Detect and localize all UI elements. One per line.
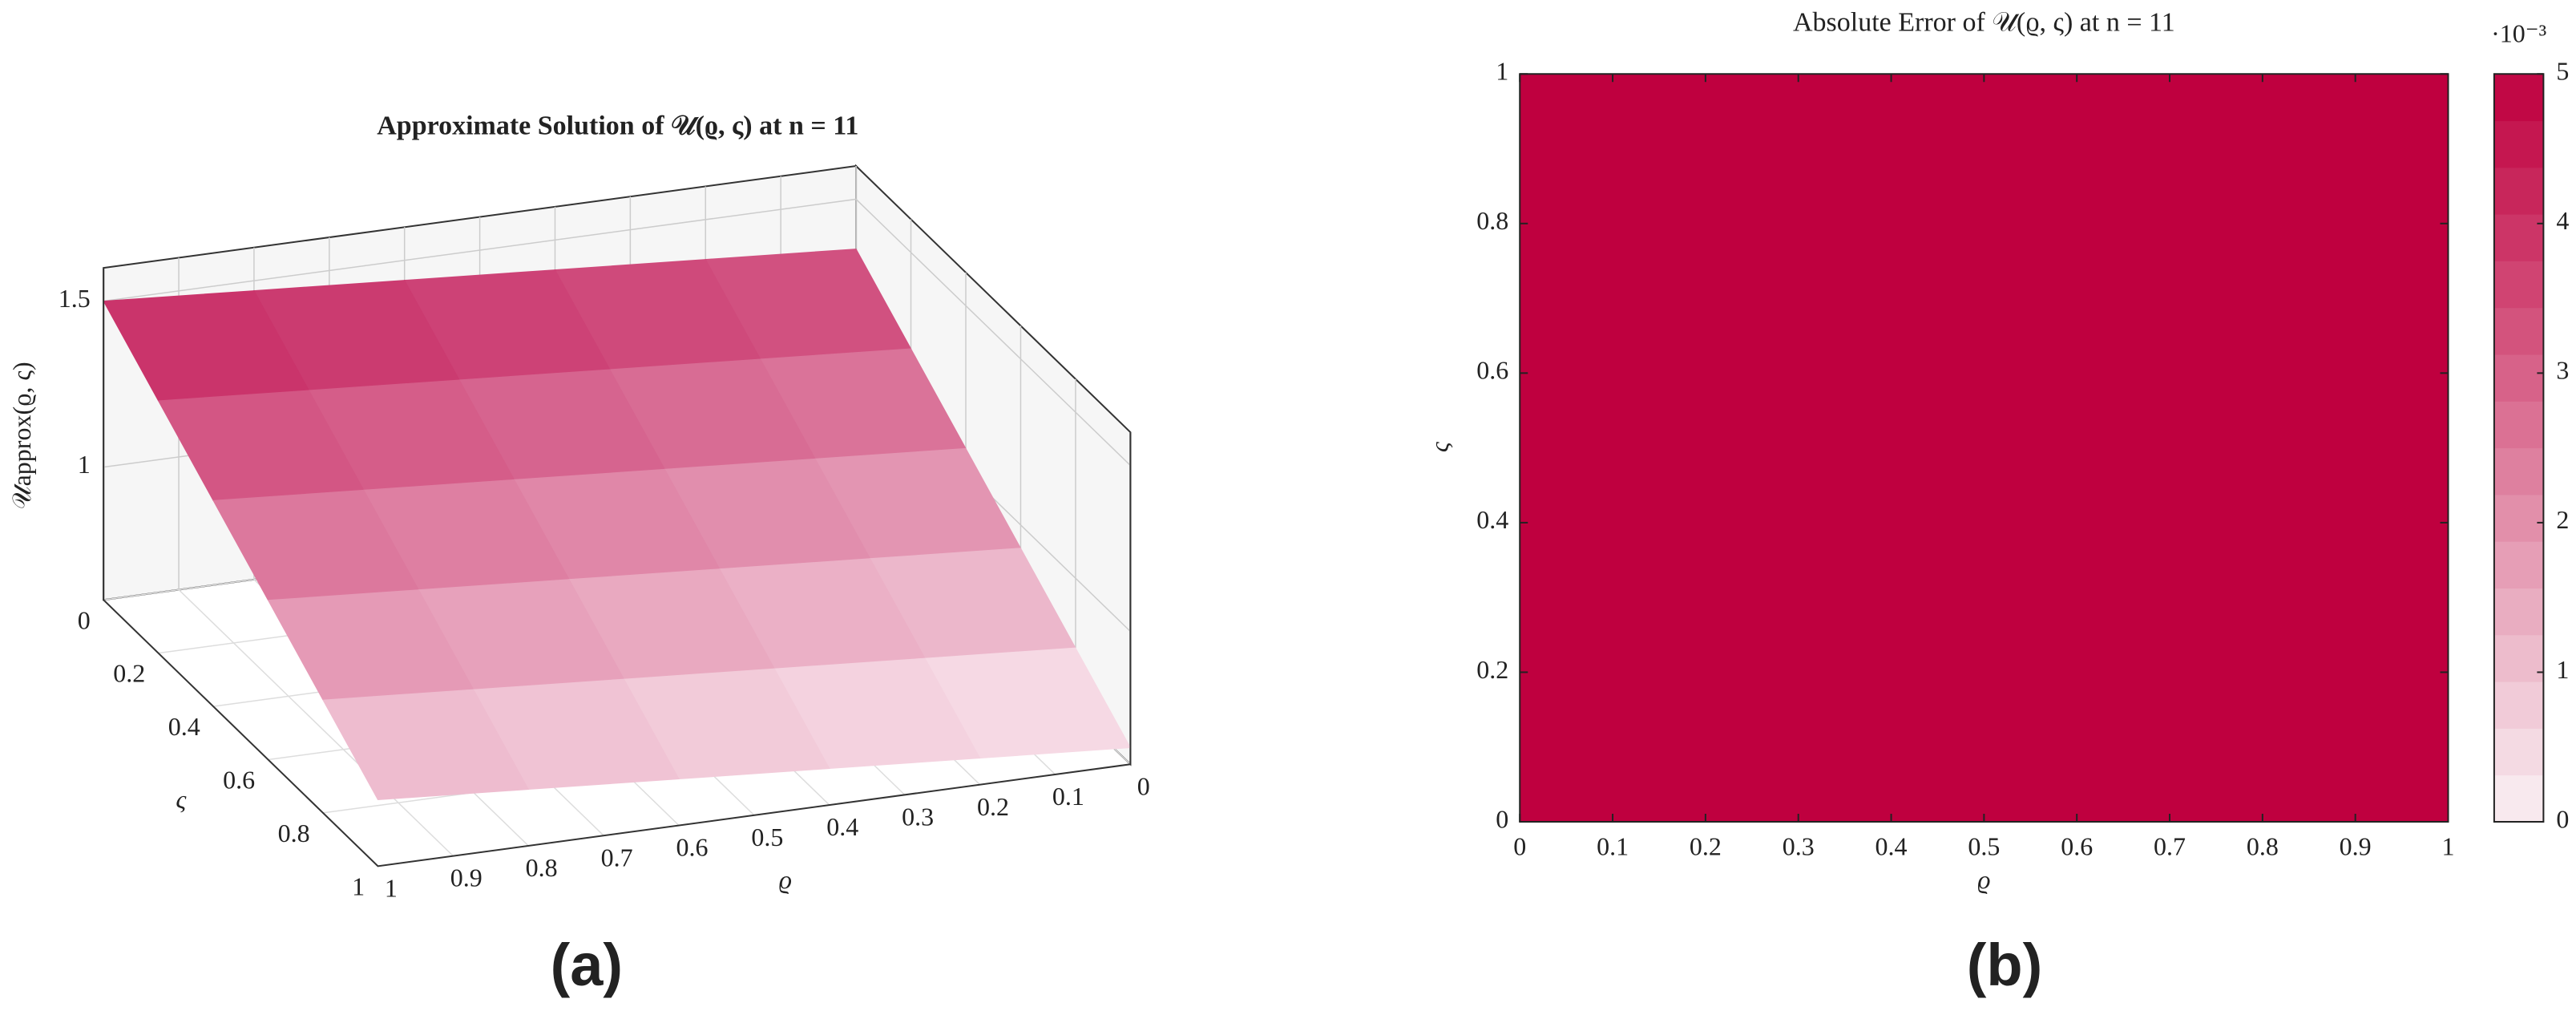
- colorbar-band: [2493, 681, 2544, 729]
- x-axis-label: ϱ: [1977, 865, 1990, 894]
- colorbar-band: [2493, 588, 2544, 636]
- y-tick-label: 0.8: [1476, 206, 1508, 235]
- x-tick-label: 0.9: [2340, 831, 2372, 860]
- colorbar-band: [2493, 447, 2544, 495]
- grid-line: [103, 198, 1131, 467]
- y-tick-label: 1: [352, 871, 365, 900]
- x-tick-label: 0.8: [2247, 831, 2279, 860]
- colorbar-band: [2493, 214, 2544, 261]
- colorbar-band: [2493, 74, 2544, 122]
- colorbar-band: [2493, 774, 2544, 823]
- x-tick-label: 0.1: [1052, 782, 1084, 811]
- x-tick-label: 0.7: [601, 843, 633, 871]
- x-tick-label: 0.5: [751, 823, 783, 851]
- x-tick-label: 1: [2442, 831, 2455, 860]
- colorbar-tick-label: 4: [2556, 206, 2569, 235]
- y-tick-label: 1: [1496, 57, 1508, 86]
- y-tick-label: 0: [1496, 804, 1508, 833]
- chart-title: Approximate Solution of 𝒰(ϱ, ς) at n = 1…: [377, 111, 858, 141]
- colorbar-band: [2493, 728, 2544, 776]
- x-tick-label: 0.8: [526, 853, 558, 882]
- box-edge: [103, 268, 1132, 867]
- y-tick-label: 0.2: [113, 659, 145, 688]
- y-tick-label: 0.6: [223, 766, 255, 795]
- x-tick-label: 0: [1137, 771, 1150, 800]
- x-tick-label: 0.4: [826, 812, 858, 841]
- colorbar-tick-label: 0: [2556, 804, 2569, 833]
- colorbar-band: [2493, 120, 2544, 168]
- panel-label: (b): [1967, 932, 2043, 998]
- colorbar-tick-label: 1: [2556, 655, 2569, 684]
- x-tick-label: 0.2: [977, 792, 1009, 821]
- colorbar-band: [2493, 634, 2544, 682]
- x-tick-label: 0.2: [1690, 831, 1722, 860]
- colorbar-band: [2493, 307, 2544, 355]
- x-tick-label: 0.9: [450, 863, 482, 892]
- colorbar-frame: [2493, 73, 2545, 823]
- colorbar-band: [2493, 541, 2544, 589]
- y-tick-label: 0.4: [168, 712, 200, 741]
- x-tick-label: 0.4: [1875, 831, 1908, 860]
- heatmap-cell: [1520, 74, 2449, 822]
- colorbar-band: [2493, 354, 2544, 402]
- y-tick-label: 0.6: [1476, 356, 1508, 385]
- colorbar-scale-label: ·10⁻³: [2491, 18, 2546, 47]
- colorbar-tick-label: 2: [2556, 505, 2569, 534]
- x-tick-label: 0.6: [2061, 831, 2093, 860]
- y-axis-label: ς: [1425, 441, 1454, 452]
- colorbar-band: [2493, 401, 2544, 449]
- colorbar-band: [2493, 261, 2544, 309]
- y-axis-label: ς: [176, 785, 187, 814]
- x-tick-label: 1: [385, 873, 398, 902]
- colorbar-band: [2493, 494, 2544, 542]
- surface-patch: [322, 689, 530, 801]
- x-tick-label: 0.3: [902, 802, 934, 831]
- x-tick-label: 0.5: [1968, 831, 2000, 860]
- chart-title: Absolute Error of 𝒰(ϱ, ς) at n = 11: [1793, 8, 2175, 38]
- colorbar-band: [2493, 167, 2544, 215]
- panel-label: (a): [551, 932, 623, 998]
- x-tick-label: 0.1: [1597, 831, 1629, 860]
- x-tick-label: 0.6: [676, 833, 708, 862]
- z-tick-label: 1: [78, 450, 91, 479]
- colorbar-tick-label: 3: [2556, 356, 2569, 385]
- y-tick-label: 0.8: [278, 819, 310, 847]
- z-axis-label: 𝒰approx(ϱ, ς): [7, 362, 36, 509]
- y-tick-label: 0.2: [1476, 655, 1508, 684]
- colorbar-tick-label: 5: [2556, 57, 2569, 86]
- x-tick-label: 0.3: [1783, 831, 1815, 860]
- x-axis-label: ϱ: [779, 865, 792, 894]
- grid-line: [178, 589, 454, 857]
- y-tick-label: 0: [78, 605, 91, 634]
- y-tick-label: 0.4: [1476, 505, 1508, 534]
- x-tick-label: 0.7: [2154, 831, 2186, 860]
- z-tick-label: 1.5: [59, 284, 91, 313]
- x-tick-label: 0: [1513, 831, 1526, 860]
